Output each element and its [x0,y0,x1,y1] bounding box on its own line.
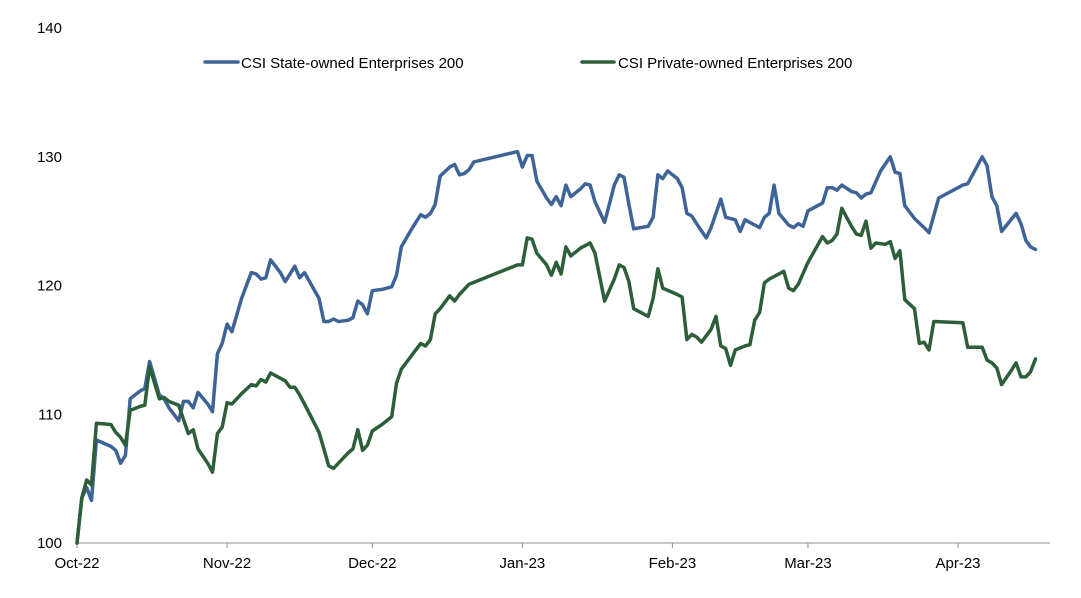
y-tick-label: 110 [38,406,62,423]
y-axis: 100 110 120 130 140 [37,20,62,552]
x-tick-label: Feb-23 [649,555,697,572]
x-tick-label: Oct-22 [54,555,99,572]
x-tick-label: Jan-23 [499,555,545,572]
series-line-1 [75,149,1038,545]
legend: CSI State-owned Enterprises 200 CSI Priva… [203,55,852,72]
legend-label-2: CSI Private-owned Enterprises 200 [618,55,852,72]
series-layer [75,149,1038,545]
x-tick-label: Dec-22 [348,555,396,572]
y-tick-label: 130 [37,149,62,166]
series-line-2 [75,206,1038,545]
legend-label-1: CSI State-owned Enterprises 200 [241,55,464,72]
x-tick-label: Apr-23 [936,555,981,572]
x-axis: Oct-22 Nov-22 Dec-22 Jan-23 Feb-23 Mar-23 Apr-… [54,542,1050,572]
x-tick-label: Mar-23 [784,555,832,572]
x-tick-label: Nov-22 [203,555,251,572]
y-tick-label: 100 [37,535,62,552]
y-tick-label: 140 [37,20,62,37]
y-tick-label: 120 [37,278,62,295]
